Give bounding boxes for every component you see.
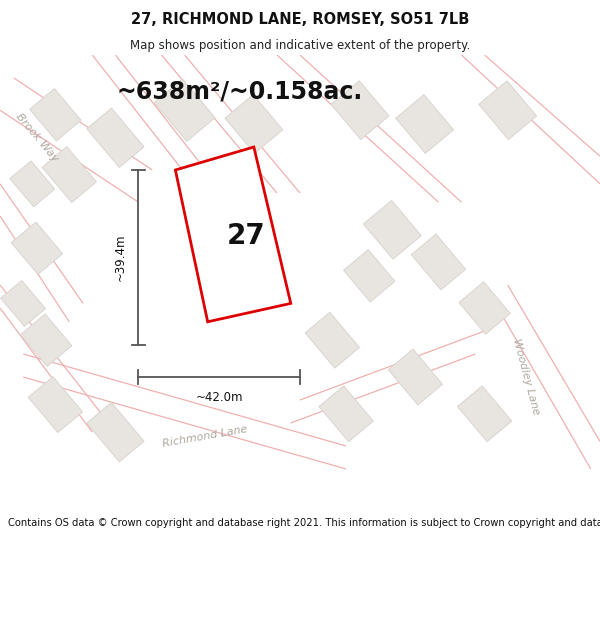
Polygon shape [29, 89, 81, 141]
Text: 27: 27 [226, 221, 265, 249]
Polygon shape [459, 282, 511, 334]
Text: Woodley Lane: Woodley Lane [511, 338, 541, 416]
Text: 27, RICHMOND LANE, ROMSEY, SO51 7LB: 27, RICHMOND LANE, ROMSEY, SO51 7LB [131, 12, 469, 27]
Polygon shape [395, 94, 454, 154]
Text: ~39.4m: ~39.4m [114, 234, 127, 281]
Text: Brook Way: Brook Way [14, 112, 60, 164]
Polygon shape [154, 79, 215, 141]
Text: Map shows position and indicative extent of the property.: Map shows position and indicative extent… [130, 39, 470, 51]
Polygon shape [20, 314, 72, 366]
Polygon shape [86, 108, 144, 168]
Polygon shape [175, 147, 291, 322]
Polygon shape [364, 201, 421, 259]
Polygon shape [42, 147, 97, 202]
Polygon shape [10, 161, 55, 207]
Polygon shape [411, 234, 466, 290]
Polygon shape [225, 94, 283, 154]
Polygon shape [28, 377, 83, 432]
Polygon shape [388, 349, 443, 405]
Polygon shape [11, 222, 62, 274]
Polygon shape [331, 81, 389, 139]
Text: ~638m²/~0.158ac.: ~638m²/~0.158ac. [117, 80, 363, 104]
Text: ~42.0m: ~42.0m [196, 391, 243, 404]
Polygon shape [344, 249, 395, 302]
Polygon shape [319, 386, 373, 442]
Text: Richmond Lane: Richmond Lane [161, 424, 248, 449]
Polygon shape [1, 281, 46, 326]
Polygon shape [86, 402, 144, 462]
Polygon shape [457, 386, 512, 442]
Text: Contains OS data © Crown copyright and database right 2021. This information is : Contains OS data © Crown copyright and d… [8, 518, 600, 528]
Polygon shape [479, 81, 536, 139]
Polygon shape [305, 312, 359, 368]
